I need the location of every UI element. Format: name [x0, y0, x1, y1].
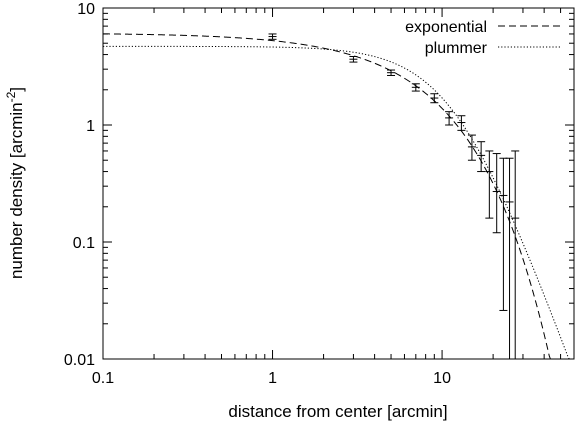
y-tick-label: 0.1	[73, 235, 95, 252]
data-point	[349, 56, 358, 63]
data-point	[445, 111, 454, 126]
y-axis-label-exponent: -2	[4, 91, 18, 102]
plot-frame	[102, 7, 575, 360]
model-curves	[102, 33, 570, 360]
series-line-plummer	[103, 45, 570, 360]
legend-label-exponential: exponential	[405, 19, 487, 36]
x-tick-label: 10	[433, 370, 451, 387]
legend-label-plummer: plummer	[425, 40, 488, 57]
x-tick-label: 0.1	[92, 370, 114, 387]
data-point	[457, 115, 466, 131]
data-point	[511, 150, 520, 359]
x-tick-label: 1	[268, 370, 277, 387]
y-tick-label: 1	[86, 118, 95, 135]
data-point	[268, 33, 277, 40]
data-point	[499, 157, 508, 311]
axis-ticks	[102, 7, 575, 360]
data-point	[387, 69, 396, 76]
data-point	[485, 150, 494, 219]
y-tick-label: 10	[77, 1, 95, 18]
y-axis-label-tail: ]	[7, 87, 26, 92]
data-point	[492, 153, 501, 234]
y-axis-label-main: number density [arcmin	[7, 102, 26, 279]
data-point	[505, 157, 514, 359]
data-points	[268, 33, 520, 359]
data-point	[477, 141, 486, 173]
x-axis-label: distance from center [arcmin]	[228, 402, 447, 421]
series-line-exponential	[102, 33, 551, 360]
data-point	[411, 83, 420, 92]
data-point	[467, 134, 476, 161]
data-point	[430, 93, 439, 104]
y-axis-label: number density [arcmin-2]	[4, 87, 26, 279]
y-tick-label: 0.01	[64, 352, 95, 369]
legend: exponential plummer	[405, 19, 562, 57]
